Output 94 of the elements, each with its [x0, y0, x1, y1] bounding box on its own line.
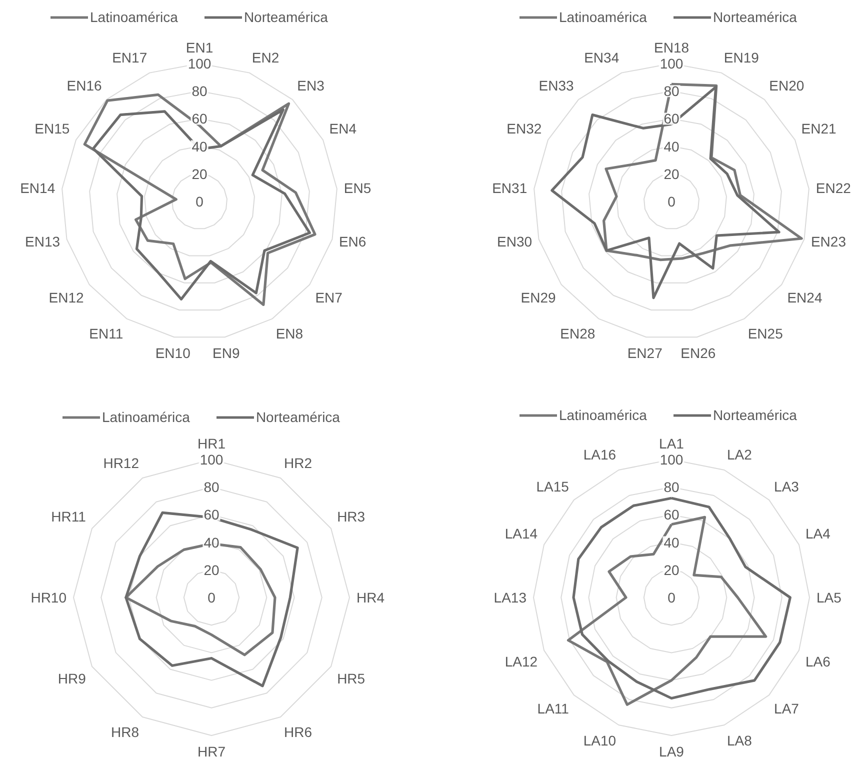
spoke-label: HR6 [284, 724, 312, 740]
y-tick-label: 20 [664, 562, 680, 578]
y-tick-label: 0 [196, 194, 204, 210]
spoke-label: EN34 [584, 49, 620, 66]
spoke-label: EN20 [769, 78, 804, 94]
y-tick-label: 0 [668, 590, 676, 606]
spoke-label: HR9 [58, 670, 86, 686]
spoke-label: EN19 [724, 49, 760, 66]
y-tick-label: 60 [192, 110, 208, 127]
spoke-label: EN25 [748, 326, 784, 342]
spoke-label: EN22 [816, 180, 852, 196]
y-tick-label: 40 [664, 138, 680, 154]
legend-label: Norteamérica [712, 9, 797, 25]
y-tick-label: 80 [204, 479, 220, 496]
spoke-label: LA2 [726, 446, 752, 463]
spoke-label: EN7 [315, 289, 343, 306]
legend-label: Norteamérica [244, 9, 328, 25]
y-tick-label: 20 [204, 562, 220, 578]
spoke-label: EN32 [506, 120, 542, 136]
spoke-label: EN2 [252, 49, 280, 66]
spoke-label: HR10 [30, 590, 67, 606]
legend-label: Latinoamérica [559, 9, 647, 25]
spoke-label: LA10 [583, 732, 616, 748]
spoke-label: HR11 [51, 508, 86, 524]
spoke-label: EN29 [520, 289, 556, 306]
legend-label: Latinoamérica [90, 9, 178, 25]
spoke-label: EN10 [155, 345, 191, 362]
spoke-label: HR8 [110, 724, 140, 740]
y-tick-label: 80 [192, 83, 208, 100]
spoke-label: EN1 [186, 40, 214, 56]
spoke-label: HR5 [337, 670, 366, 686]
y-tick-label: 80 [664, 479, 680, 496]
spoke-label: EN23 [810, 233, 846, 250]
spoke-label: EN16 [66, 78, 102, 94]
spoke-label: HR12 [103, 455, 140, 472]
spoke-label: LA6 [805, 653, 831, 670]
spoke-label: LA3 [774, 478, 800, 494]
spoke-label: EN28 [560, 326, 596, 342]
spoke-label: LA14 [504, 526, 538, 542]
spoke-label: LA11 [537, 700, 570, 717]
spoke-label: HR3 [337, 508, 366, 524]
legend-label: Norteamérica [256, 409, 340, 425]
spoke-label: LA7 [774, 700, 800, 717]
y-tick-label: 100 [660, 56, 684, 72]
y-tick-label: 40 [664, 534, 680, 550]
spoke-label: LA9 [659, 744, 684, 760]
spoke-label: LA1 [659, 436, 684, 452]
spoke-label: LA5 [816, 590, 842, 606]
spoke-label: EN12 [48, 289, 84, 306]
y-tick-label: 60 [664, 110, 680, 127]
legend-label: Latinoamérica [559, 407, 647, 423]
spoke-label: HR1 [197, 436, 226, 452]
spoke-label: EN4 [329, 120, 357, 136]
y-tick-label: 100 [200, 452, 224, 468]
spoke-label: EN6 [338, 233, 366, 250]
spoke-label: EN11 [89, 326, 124, 342]
spoke-label: EN15 [34, 120, 70, 136]
spoke-label: EN17 [112, 49, 148, 66]
y-tick-label: 100 [660, 452, 684, 468]
spoke-label: HR4 [356, 590, 385, 606]
y-tick-label: 60 [204, 506, 220, 523]
spoke-label: EN30 [497, 233, 532, 250]
spoke-label: LA12 [504, 653, 538, 670]
spoke-label: LA16 [583, 446, 616, 463]
spoke-label: EN3 [297, 78, 325, 94]
y-tick-label: 20 [192, 166, 208, 182]
spoke-label: EN14 [20, 180, 56, 196]
spoke-label: EN18 [654, 40, 690, 56]
spoke-label: EN33 [538, 78, 574, 94]
spoke-label: EN31 [492, 180, 528, 196]
spoke-label: LA13 [494, 590, 527, 606]
y-tick-label: 100 [188, 56, 212, 72]
y-tick-label: 40 [204, 534, 220, 550]
y-tick-label: 40 [192, 138, 208, 154]
spoke-label: EN26 [680, 345, 716, 362]
spoke-label: HR2 [284, 455, 312, 472]
spoke-label: EN24 [787, 289, 822, 306]
spoke-label: LA15 [536, 478, 570, 494]
y-tick-label: 20 [664, 166, 680, 182]
y-tick-label: 60 [664, 506, 680, 523]
spoke-label: EN8 [276, 326, 304, 342]
legend-label: Latinoamérica [102, 409, 190, 425]
spoke-label: EN9 [212, 345, 240, 362]
y-tick-label: 80 [664, 83, 680, 100]
y-tick-label: 0 [208, 590, 216, 606]
y-tick-label: 0 [668, 194, 676, 210]
spoke-label: HR7 [197, 744, 226, 760]
spoke-label: EN27 [627, 345, 663, 362]
spoke-label: LA4 [805, 526, 831, 542]
spoke-label: EN21 [801, 120, 837, 136]
legend-label: Norteamérica [712, 407, 797, 423]
spoke-label: LA8 [726, 732, 752, 748]
spoke-label: EN5 [344, 180, 372, 196]
spoke-label: EN13 [25, 233, 60, 250]
